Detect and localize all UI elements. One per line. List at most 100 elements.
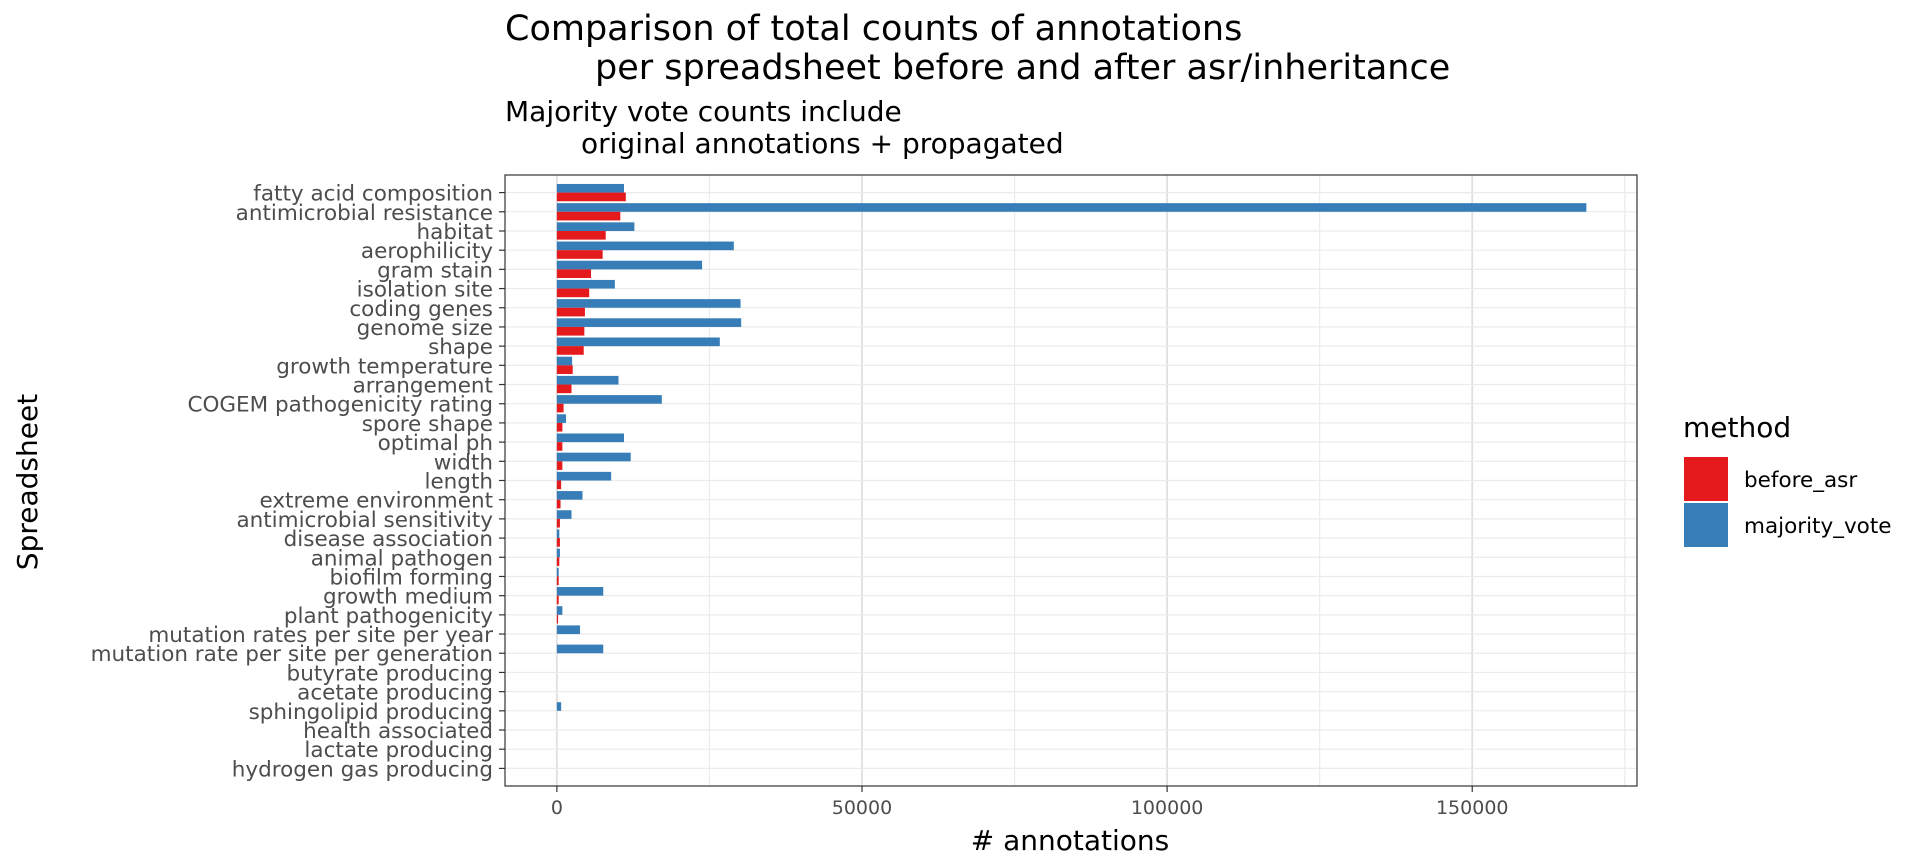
y-tick-label-plant-pathogenicity: plant pathogenicity (284, 604, 493, 629)
bar-majority-vote-aerophilicity: aerophilicity majority_vote: 29000 (556, 241, 734, 251)
x-tick-label: 100000 (1131, 797, 1204, 819)
y-tick-label-disease-association: disease association (284, 527, 493, 552)
y-tick-label-antimicrobial-sensitivity: antimicrobial sensitivity (236, 508, 493, 533)
x-tick-label: 150000 (1436, 797, 1509, 819)
bar-majority-vote-width: width majority_vote: 12100 (556, 452, 631, 462)
legend-key-before-asr (1684, 457, 1728, 501)
chart-subtitle-line-1: Majority vote counts include (505, 95, 902, 128)
y-tick-label-health-associated: health associated (303, 719, 493, 744)
y-tick-label-growth-medium: growth medium (323, 585, 493, 610)
bar-before-asr-antimicrobial-sensitivity: antimicrobial sensitivity before_asr: 50… (556, 518, 560, 528)
bar-majority-vote-fatty-acid-composition: fatty acid composition majority_vote: 11… (556, 183, 624, 193)
legend: method before_asr majority_vote (1683, 411, 1892, 547)
y-tick-label-gram-stain: gram stain (377, 258, 493, 283)
chart-title-line-2: per spreadsheet before and after asr/inh… (595, 48, 1450, 88)
y-tick-label-shape: shape (428, 335, 493, 360)
bar-majority-vote-genome-size: genome size majority_vote: 30200 (556, 318, 742, 327)
y-tick-label-genome-size: genome size (357, 316, 493, 341)
x-axis: 0 50000 100000 150000 (551, 786, 1509, 819)
bar-majority-vote-animal-pathogen: animal pathogen majority_vote: 500 (556, 548, 560, 558)
y-tick-label-mutation-rates-per-site-per-year: mutation rates per site per year (148, 623, 493, 648)
bar-majority-vote-biofilm-forming: biofilm forming majority_vote: 300 (556, 567, 559, 577)
y-tick-label-lactate-producing: lactate producing (304, 738, 493, 763)
y-tick-label-aerophilicity: aerophilicity (361, 239, 493, 264)
bar-before-asr-plant-pathogenicity: plant pathogenicity before_asr: 200 (556, 614, 559, 624)
bar-before-asr-gram-stain: gram stain before_asr: 5600 (556, 269, 592, 279)
bar-before-asr-biofilm-forming: biofilm forming before_asr: 300 (556, 576, 559, 586)
y-tick-label-acetate-producing: acetate producing (297, 681, 493, 706)
bar-before-asr-antimicrobial-resistance: antimicrobial resistance before_asr: 104… (556, 211, 621, 221)
bar-before-asr-aerophilicity: aerophilicity before_asr: 7500 (556, 250, 603, 259)
bar-majority-vote-antimicrobial-sensitivity: antimicrobial sensitivity majority_vote:… (556, 510, 572, 519)
bar-majority-vote-antimicrobial-resistance: antimicrobial resistance majority_vote: … (556, 203, 1587, 212)
bar-majority-vote-length: length majority_vote: 8900 (556, 471, 612, 481)
y-tick-label-isolation-site: isolation site (357, 278, 493, 303)
bar-before-asr-spore-shape: spore shape before_asr: 900 (556, 422, 563, 432)
bar-majority-vote-arrangement: arrangement majority_vote: 10100 (556, 375, 619, 385)
y-tick-label-habitat: habitat (417, 220, 493, 245)
legend-key-majority-vote (1684, 503, 1728, 547)
bar-majority-vote-mutation-rate-per-site-per-generation: mutation rate per site per generation ma… (556, 644, 604, 654)
bar-majority-vote-growth-temperature: growth temperature majority_vote: 2500 (556, 356, 573, 366)
bar-majority-vote-coding-genes: coding genes majority_vote: 30100 (556, 299, 741, 308)
bar-majority-vote-optimal-ph: optimal ph majority_vote: 11000 (556, 433, 624, 443)
y-tick-label-butyrate-producing: butyrate producing (287, 661, 493, 686)
bar-majority-vote-extreme-environment: extreme environment majority_vote: 4200 (556, 491, 583, 500)
x-tick-label: 0 (551, 797, 563, 819)
legend-label-majority-vote: majority_vote (1744, 514, 1892, 539)
bar-before-asr-disease-association: disease association before_asr: 500 (556, 538, 560, 547)
bar-before-asr-shape: shape before_asr: 4400 (556, 346, 584, 355)
bar-majority-vote-cogem-pathogenicity-rating: COGEM pathogenicity rating majority_vote… (556, 395, 662, 404)
x-axis-title: # annotations (971, 824, 1170, 857)
bar-majority-vote-shape: shape majority_vote: 26700 (556, 337, 720, 347)
legend-title: method (1683, 411, 1791, 444)
y-tick-label-length: length (424, 470, 493, 495)
bar-before-asr-arrangement: arrangement before_asr: 2400 (556, 384, 572, 394)
y-tick-label-growth-temperature: growth temperature (276, 354, 493, 379)
bar-before-asr-growth-medium: growth medium before_asr: 300 (556, 595, 559, 605)
x-tick-label: 50000 (832, 797, 892, 819)
chart-title: Comparison of total counts of annotation… (505, 9, 1450, 88)
legend-label-before-asr: before_asr (1744, 468, 1857, 493)
plot-bars: fatty acid composition majority_vote: 11… (556, 183, 1587, 711)
bar-before-asr-cogem-pathogenicity-rating: COGEM pathogenicity rating before_asr: 1… (556, 403, 564, 413)
bar-before-asr-fatty-acid-composition: fatty acid composition before_asr: 11300 (556, 192, 626, 202)
bar-before-asr-isolation-site: isolation site before_asr: 5300 (556, 288, 590, 298)
bar-majority-vote-plant-pathogenicity: plant pathogenicity majority_vote: 900 (556, 606, 563, 615)
y-tick-label-coding-genes: coding genes (349, 297, 493, 322)
bar-before-asr-coding-genes: coding genes before_asr: 4600 (556, 307, 585, 317)
y-tick-label-cogem-pathogenicity-rating: COGEM pathogenicity rating (187, 393, 493, 418)
bar-majority-vote-spore-shape: spore shape majority_vote: 1500 (556, 414, 567, 423)
y-tick-label-width: width (434, 450, 493, 475)
y-axis-title: Spreadsheet (11, 394, 44, 570)
y-tick-label-extreme-environment: extreme environment (259, 489, 493, 514)
bar-before-asr-habitat: habitat before_asr: 8000 (556, 230, 606, 240)
y-tick-label-optimal-ph: optimal ph (378, 431, 493, 456)
y-tick-label-antimicrobial-resistance: antimicrobial resistance (236, 201, 493, 226)
bar-before-asr-length: length before_asr: 700 (556, 480, 562, 490)
bar-before-asr-growth-temperature: growth temperature before_asr: 2600 (556, 365, 573, 374)
bar-before-asr-animal-pathogen: animal pathogen before_asr: 400 (556, 557, 560, 566)
y-tick-label-arrangement: arrangement (353, 374, 493, 399)
bar-majority-vote-isolation-site: isolation site majority_vote: 9500 (556, 279, 615, 289)
bar-before-asr-genome-size: genome size before_asr: 4500 (556, 326, 585, 336)
bar-before-asr-extreme-environment: extreme environment before_asr: 600 (556, 499, 561, 509)
chart-title-line-1: Comparison of total counts of annotation… (505, 9, 1242, 49)
chart-subtitle-line-2: original annotations + propagated (581, 127, 1064, 160)
y-tick-label-hydrogen-gas-producing: hydrogen gas producing (232, 757, 493, 782)
bar-majority-vote-habitat: habitat majority_vote: 12700 (556, 222, 635, 231)
y-tick-label-sphingolipid-producing: sphingolipid producing (249, 700, 493, 725)
y-tick-label-biofilm-forming: biofilm forming (330, 565, 493, 590)
bar-majority-vote-gram-stain: gram stain majority_vote: 23800 (556, 260, 703, 270)
y-tick-label-mutation-rate-per-site-per-generation: mutation rate per site per generation (91, 642, 493, 667)
y-tick-label-fatty-acid-composition: fatty acid composition (253, 182, 493, 207)
y-tick-label-spore-shape: spore shape (362, 412, 493, 437)
bar-majority-vote-growth-medium: growth medium majority_vote: 7600 (556, 587, 604, 596)
chart-subtitle: Majority vote counts include original an… (505, 95, 1064, 160)
y-tick-label-animal-pathogen: animal pathogen (311, 546, 493, 571)
bar-majority-vote-mutation-rates-per-site-per-year: mutation rates per site per year majorit… (556, 625, 581, 635)
bar-before-asr-optimal-ph: optimal ph before_asr: 900 (556, 442, 563, 451)
bar-majority-vote-disease-association: disease association majority_vote: 400 (556, 529, 560, 539)
